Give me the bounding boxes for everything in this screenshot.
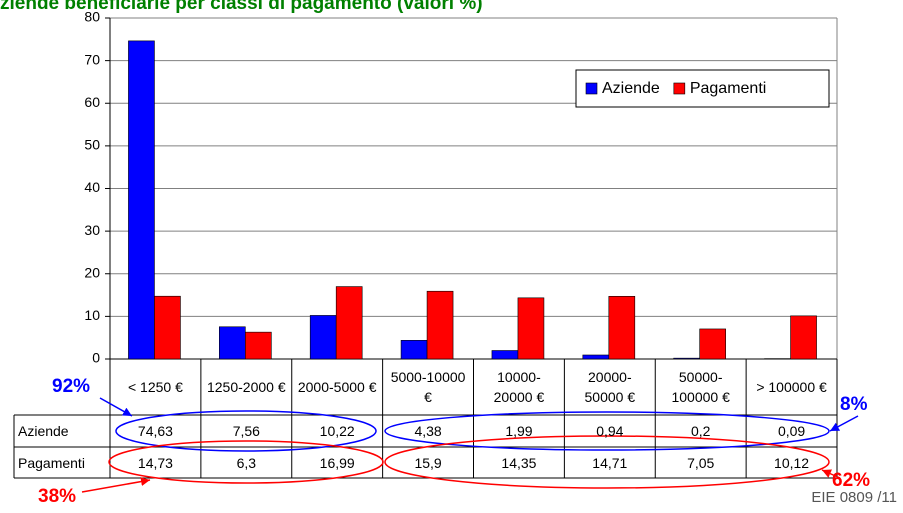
arrow [99, 397, 133, 417]
y-tick-label: 60 [84, 94, 100, 110]
annotation: 38% [38, 486, 76, 507]
table-value: 7,56 [232, 423, 260, 439]
bar [491, 350, 519, 360]
table-row-label: Aziende [18, 423, 69, 439]
bar [128, 40, 155, 360]
bar [309, 315, 337, 360]
bar [219, 326, 246, 360]
legend-label: Aziende [602, 80, 660, 97]
bar [154, 295, 181, 360]
legend-swatch [673, 82, 686, 95]
x-tick-label: 2000-5000 € [297, 379, 377, 395]
y-tick-label: 20 [84, 264, 100, 280]
legend-box [575, 69, 830, 108]
highlight-ellipse [115, 410, 377, 452]
y-tick-label: 40 [84, 179, 100, 195]
footer-code: EIE 0809 /11 [811, 489, 897, 506]
table-value: 0,09 [777, 423, 806, 439]
bar [426, 290, 454, 360]
table-value: 14,71 [592, 454, 628, 471]
marks [128, 40, 817, 360]
bar [517, 297, 545, 360]
table-value: 14,73 [137, 454, 173, 471]
arrow [821, 469, 841, 479]
y-tick-label: 0 [92, 350, 100, 366]
y-tick-label: 10 [84, 307, 100, 323]
bar [699, 328, 726, 360]
table-value: 0,2 [690, 423, 711, 439]
annotation: 62% [832, 470, 870, 491]
table-row-label: Pagamenti [18, 454, 85, 471]
highlight-ellipse [108, 440, 384, 484]
bar [245, 331, 272, 360]
table-value: 1,99 [505, 423, 533, 439]
table-value: 15,9 [414, 454, 442, 471]
table-value: 6,3 [236, 454, 257, 471]
x-tick-label: 1250-2000 € [206, 379, 286, 395]
bar [790, 315, 817, 360]
annotation: 8% [840, 394, 868, 415]
annotation: 92% [52, 376, 90, 397]
y-tick-label: 80 [84, 9, 100, 25]
bar [608, 295, 636, 360]
x-tick-label: < 1250 € [127, 379, 183, 395]
bar [400, 340, 428, 360]
table-value: 14,35 [501, 454, 537, 471]
highlight-ellipse [384, 435, 830, 489]
table-value: 16,99 [319, 454, 355, 471]
bar [335, 286, 363, 360]
table-value: 0,94 [596, 423, 624, 439]
legend-label: Pagamenti [690, 80, 767, 97]
table-value: 7,05 [687, 454, 715, 471]
arrow [829, 415, 859, 432]
y-tick-label: 30 [84, 222, 100, 238]
x-tick-label: 50000-100000 € [671, 369, 730, 405]
y-tick-label: 70 [84, 51, 100, 67]
x-tick-label: 10000-20000 € [493, 369, 545, 405]
legend-swatch [585, 82, 598, 95]
y-tick-label: 50 [84, 137, 100, 153]
table-value: 74,63 [137, 423, 173, 439]
highlight-ellipse [384, 411, 830, 451]
chart-title: ziende beneficiarie per classi di pagame… [0, 0, 483, 14]
x-tick-label: 20000-50000 € [584, 369, 636, 405]
arrow [81, 477, 151, 493]
table-value: 4,38 [414, 423, 442, 439]
table-value: 10,12 [774, 454, 810, 471]
x-tick-label: 5000-10000 € [390, 369, 466, 405]
table-value: 10,22 [319, 423, 355, 439]
x-tick-label: > 100000 € [756, 379, 827, 395]
